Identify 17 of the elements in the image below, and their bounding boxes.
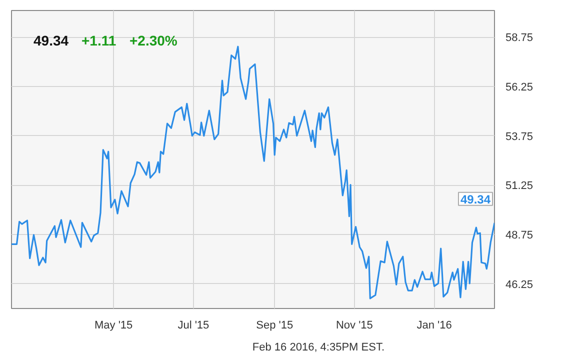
y-tick-label: 51.25 — [506, 180, 534, 192]
y-tick-label: 56.25 — [506, 81, 534, 94]
text: Feb 16 2016, 4:35PM EST. — [252, 342, 385, 354]
y-tick-label: 53.75 — [506, 130, 534, 143]
annotation: 49.34 — [460, 192, 491, 206]
annotation: +2.30% — [130, 32, 178, 48]
line-series — [12, 46, 494, 300]
annotation: +1.11 — [82, 32, 116, 48]
x-tick-label: Nov '15 — [336, 320, 373, 332]
annotation: 49.34 — [34, 32, 69, 48]
x-tick-label: May '15 — [94, 320, 133, 332]
x-tick-label: Jan '16 — [416, 320, 452, 332]
y-tick-label: 58.75 — [506, 32, 534, 44]
y-tick-label: 46.25 — [506, 278, 534, 291]
x-tick-label: Sep '15 — [256, 320, 294, 332]
y-tick-label: 48.75 — [506, 229, 534, 242]
x-tick-label: Jul '15 — [178, 320, 210, 332]
